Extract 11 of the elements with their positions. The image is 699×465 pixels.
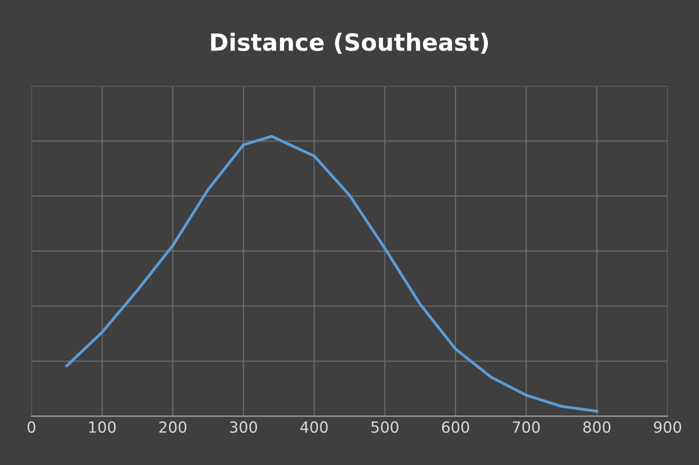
x-tick-label: 400 <box>300 421 328 433</box>
x-tick-label: 700 <box>512 421 540 433</box>
chart-title: Distance (Southeast) <box>211 32 488 54</box>
x-tick-label: 600 <box>442 421 470 433</box>
x-tick-label: 100 <box>89 421 116 433</box>
x-tick-label: 800 <box>583 421 610 433</box>
x-tick-label: 900 <box>654 421 682 433</box>
x-tick-label: 300 <box>230 421 258 433</box>
x-tick-label: 0 <box>28 421 36 433</box>
x-tick-label: 200 <box>159 421 186 433</box>
x-tick-label: 500 <box>371 421 398 433</box>
